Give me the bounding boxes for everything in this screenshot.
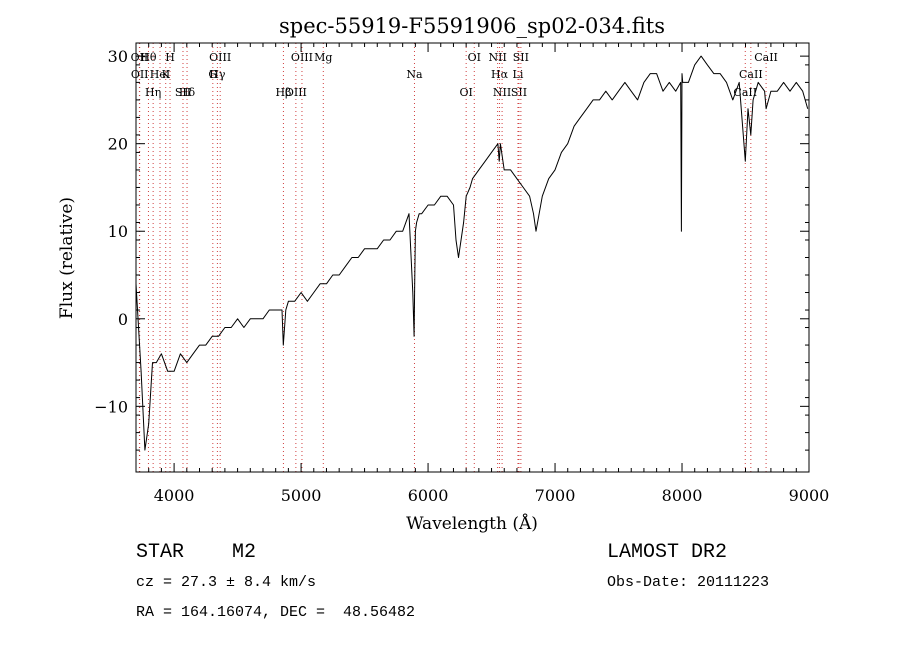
y-tick-label: 0 bbox=[118, 310, 128, 329]
series-layer bbox=[135, 55, 809, 451]
spectrum-line bbox=[135, 55, 809, 451]
x-axis-label: Wavelength (Å) bbox=[406, 513, 538, 534]
line-marker-label: OIII bbox=[291, 51, 313, 64]
line-marker-label: SII bbox=[511, 86, 527, 99]
coordinates-text: RA = 164.16074, DEC = 48.56482 bbox=[136, 604, 416, 621]
line-marker-label: Hθ bbox=[140, 51, 157, 64]
line-marker-label: OII bbox=[131, 51, 149, 64]
redshift-text: cz = 27.3 ± 8.4 km/s bbox=[136, 574, 317, 591]
line-marker-label: SII bbox=[513, 51, 529, 64]
line-marker-label: OI bbox=[468, 51, 481, 64]
line-marker-label: OII bbox=[131, 68, 149, 81]
line-marker-label: K bbox=[162, 68, 171, 81]
line-marker-label: Na bbox=[406, 68, 423, 81]
line-marker-label: Li bbox=[513, 68, 524, 81]
line-marker-label: Hγ bbox=[209, 68, 226, 81]
y-tick-label: 10 bbox=[108, 222, 128, 241]
line-marker-label: CaII bbox=[754, 51, 778, 64]
line-marker-label: OI bbox=[459, 86, 472, 99]
line-marker-label: G bbox=[208, 68, 217, 81]
line-marker-label: NII bbox=[493, 86, 511, 99]
y-tick-label: −10 bbox=[94, 397, 128, 416]
chart-title: spec-55919-F5591906_sp02-034.fits bbox=[279, 14, 665, 38]
x-tick-label: 4000 bbox=[154, 486, 195, 505]
line-marker-label: Hβ bbox=[275, 86, 291, 99]
line-marker-label: H bbox=[165, 51, 175, 64]
x-tick-label: 8000 bbox=[662, 486, 703, 505]
line-marker-layer: HθKHδOIIHeISIIOIIIHγOIIIOIIIOIIHηHGHβMgN… bbox=[131, 43, 778, 472]
line-marker-label: Hη bbox=[145, 86, 161, 99]
x-tick-label: 9000 bbox=[789, 486, 830, 505]
line-marker-label: SII bbox=[175, 86, 191, 99]
x-tick-label: 5000 bbox=[281, 486, 322, 505]
line-marker-label: HeI bbox=[150, 68, 170, 81]
x-tick-label: 7000 bbox=[535, 486, 576, 505]
y-tick-label: 20 bbox=[108, 135, 128, 154]
line-marker-label: NII bbox=[488, 51, 506, 64]
survey-text: LAMOST DR2 bbox=[607, 541, 728, 564]
obs-date-text: Obs-Date: 20111223 bbox=[607, 574, 770, 591]
line-marker-label: Mg bbox=[314, 51, 332, 64]
spectrum-chart: spec-55919-F5591906_sp02-034.fits HθKHδO… bbox=[57, 14, 829, 534]
tick-layer: 4000 5000 6000 7000 8000 9000 −10 0 10 20 30 bbox=[94, 43, 829, 505]
line-marker-label: Hα bbox=[491, 68, 509, 81]
classification-text: STAR M2 bbox=[136, 541, 257, 564]
line-marker-label: OIII bbox=[209, 51, 231, 64]
plot-frame bbox=[135, 42, 810, 473]
y-axis-label: Flux (relative) bbox=[57, 197, 77, 319]
line-marker-label: OIII bbox=[285, 86, 307, 99]
line-marker-label: CaII bbox=[739, 68, 763, 81]
x-tick-label: 6000 bbox=[408, 486, 449, 505]
y-tick-label: 30 bbox=[108, 47, 128, 66]
